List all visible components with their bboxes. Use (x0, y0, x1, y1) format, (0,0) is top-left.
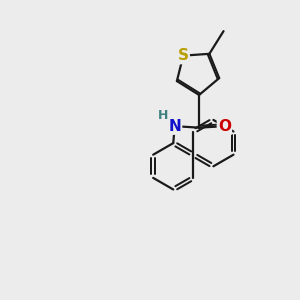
Text: N: N (168, 119, 181, 134)
Text: O: O (218, 119, 231, 134)
Text: S: S (178, 48, 189, 63)
Text: H: H (158, 109, 169, 122)
